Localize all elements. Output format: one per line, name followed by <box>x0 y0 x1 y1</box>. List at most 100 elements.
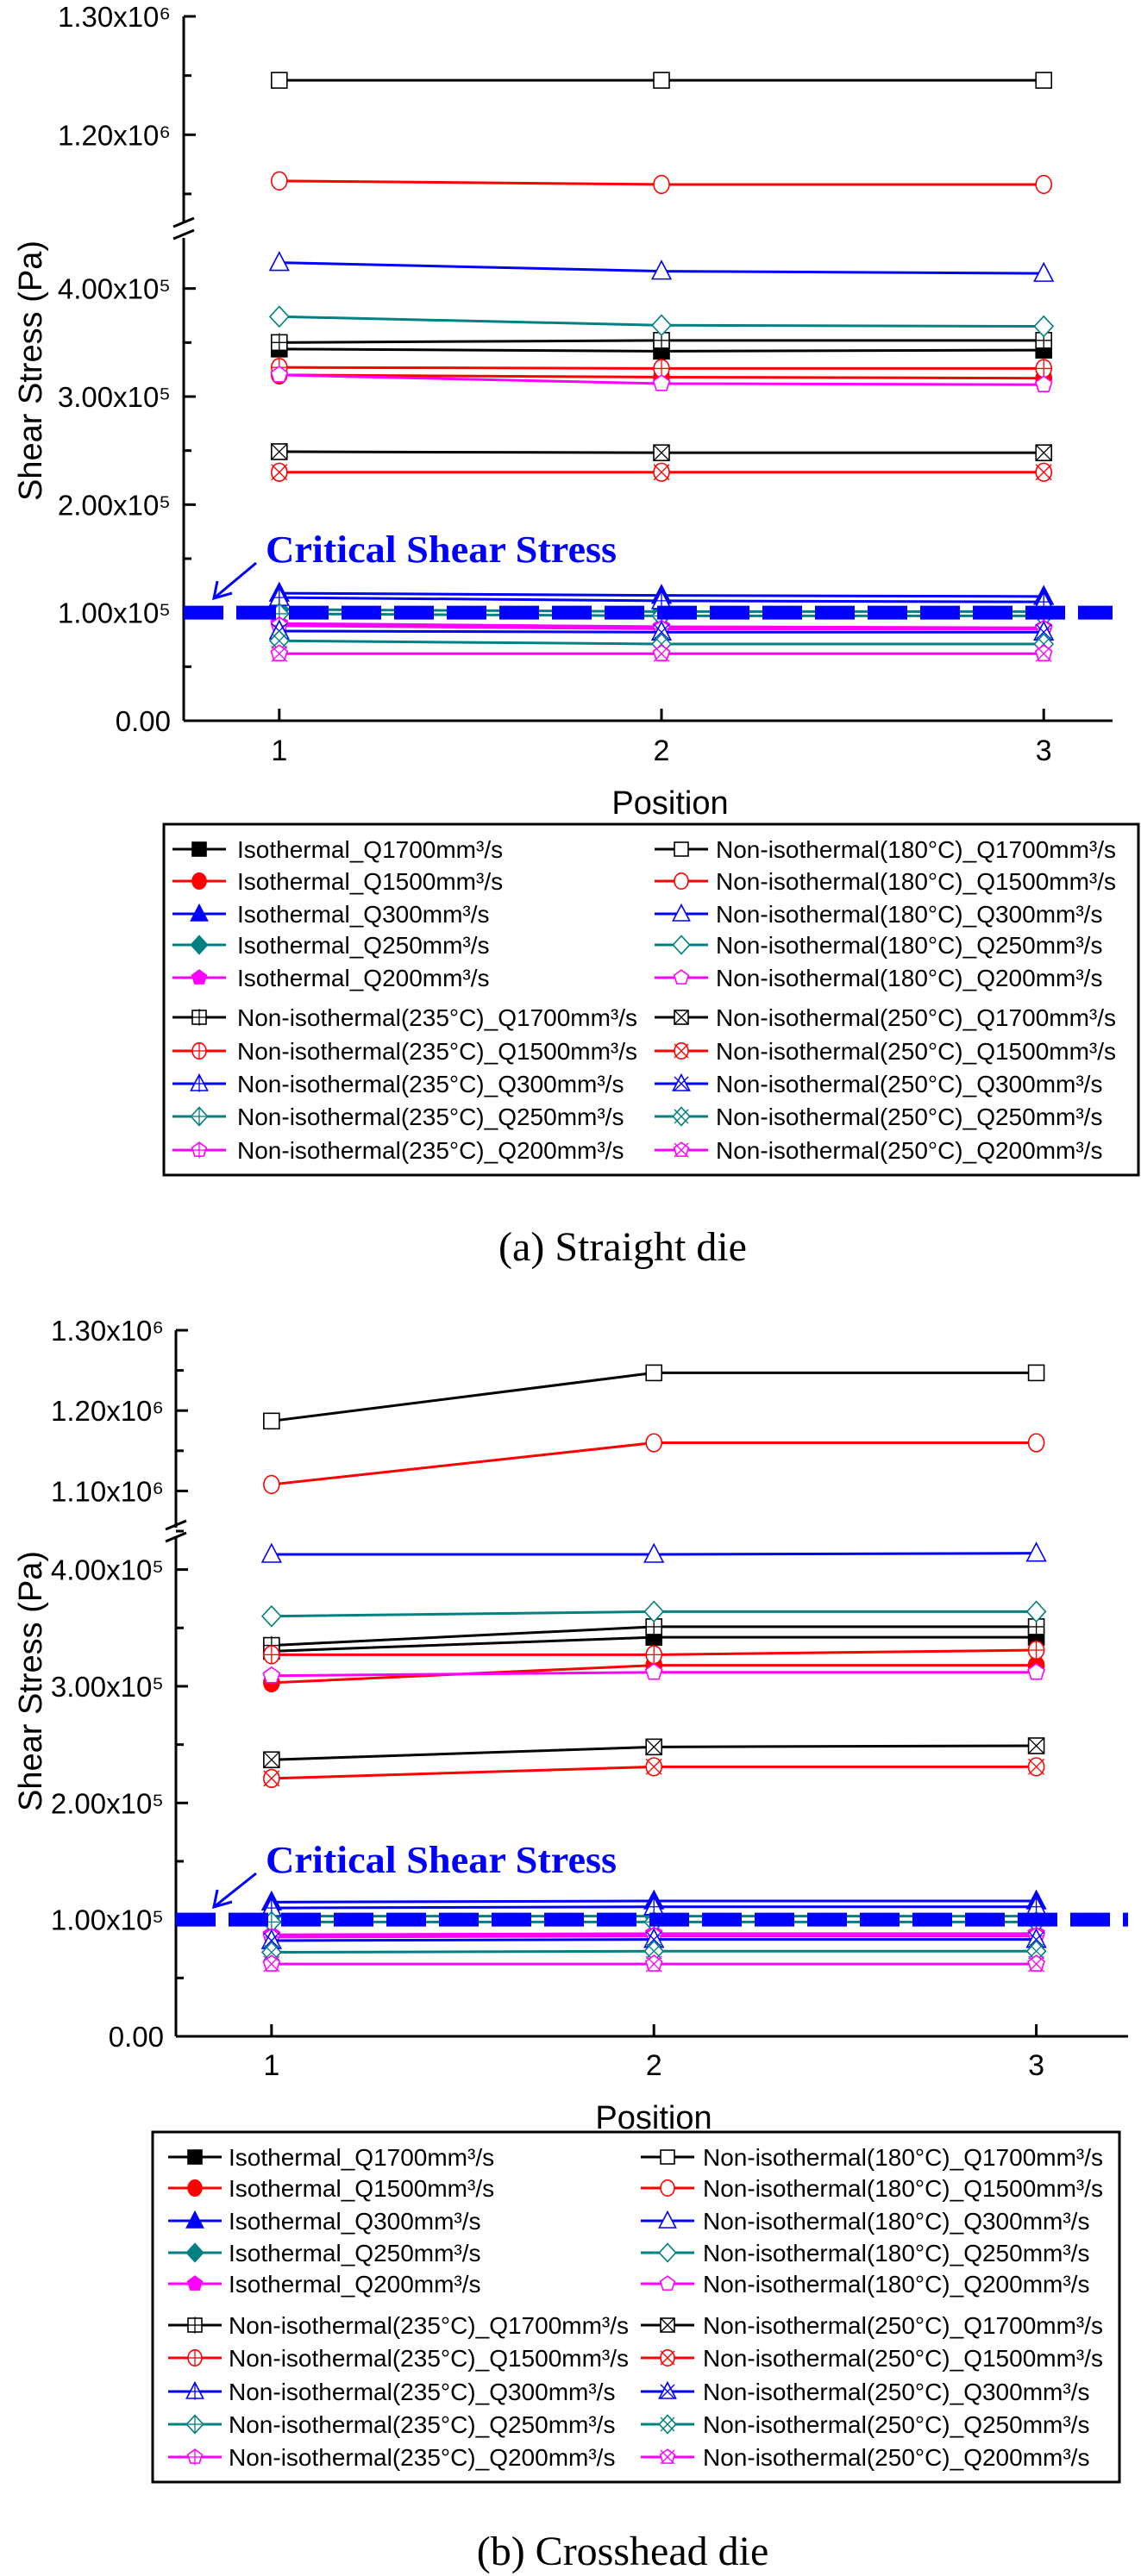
figure-caption: (b) Crosshead die <box>477 2529 769 2574</box>
series <box>263 1640 1045 1665</box>
marker-x-b <box>674 1043 689 1059</box>
data-point <box>653 462 670 482</box>
x-axis-label: Position <box>611 785 728 822</box>
legend-item: Isothermal_Q1700mm³/s <box>168 2144 494 2171</box>
legend: Isothermal_Q1700mm³/s Isothermal_Q1500mm³… <box>151 2130 1121 2484</box>
data-point <box>271 443 288 460</box>
legend-item: Isothermal_Q250mm³/s <box>168 2240 481 2267</box>
legend-item: Non-isothermal(180°C)_Q1500mm³/s <box>641 2175 1103 2202</box>
data-point <box>271 171 288 191</box>
legend-item: Non-isothermal(180°C)_Q1700mm³/s <box>641 2144 1103 2171</box>
legend-label: Non-isothermal(180°C)_Q200mm³/s <box>703 2271 1089 2298</box>
legend-item: Non-isothermal(250°C)_Q300mm³/s <box>641 2379 1089 2405</box>
marker-triangle <box>268 251 290 272</box>
legend-item: Non-isothermal(250°C)_Q300mm³/s <box>655 1071 1102 1097</box>
y-tick-label: 0.00 <box>109 2021 164 2053</box>
marker-x-b <box>271 464 288 481</box>
legend-label: Isothermal_Q200mm³/s <box>229 2271 481 2298</box>
marker-x-b <box>1028 1955 1045 1973</box>
marker-square <box>187 2149 203 2165</box>
series <box>268 305 1055 338</box>
data-point <box>270 644 289 662</box>
data-point <box>1025 1541 1047 1562</box>
legend-item: Isothermal_Q1500mm³/s <box>168 2175 494 2202</box>
marker-x-b <box>271 645 288 662</box>
data-point <box>1034 644 1053 662</box>
data-point <box>645 1645 663 1665</box>
data-point <box>645 1364 663 1382</box>
data-point <box>268 251 290 272</box>
marker-x-b <box>263 1944 280 1961</box>
data-point <box>263 1412 280 1430</box>
y-tick-label: 2.00x10⁵ <box>51 1787 164 1819</box>
marker-x-b <box>660 2317 675 2333</box>
marker-x-b <box>271 632 288 649</box>
marker-pentagon <box>270 366 289 383</box>
legend-label: Isothermal_Q1500mm³/s <box>237 868 503 895</box>
marker-diamond <box>1033 315 1055 338</box>
marker-circle <box>263 1474 280 1495</box>
legend-item: Non-isothermal(235°C)_Q300mm³/s <box>172 1071 624 1097</box>
marker-x-b <box>660 2384 675 2399</box>
legend-item: Non-isothermal(250°C)_Q200mm³/s <box>655 1137 1102 1164</box>
marker-square <box>191 841 207 857</box>
legend-item: Non-isothermal(235°C)_Q1500mm³/s <box>168 2345 629 2372</box>
legend-label: Isothermal_Q250mm³/s <box>237 932 490 959</box>
legend-item: Non-isothermal(235°C)_Q300mm³/s <box>168 2379 615 2405</box>
series <box>260 1940 1047 1964</box>
y-tick-label: 1.20x10⁶ <box>58 119 171 151</box>
legend-box <box>162 822 1140 1177</box>
legend-item: Isothermal_Q200mm³/s <box>168 2271 481 2298</box>
marker-x-b <box>1028 1942 1045 1960</box>
legend-label: Isothermal_Q1700mm³/s <box>229 2144 494 2171</box>
data-point <box>653 174 670 195</box>
legend-item: Non-isothermal(250°C)_Q1500mm³/s <box>655 1038 1116 1065</box>
marker-circle <box>645 1433 663 1453</box>
chart-straight-die: 1.30x10⁶ 1.20x10⁶ 4.00x10⁵ 3.00x10⁵ 2.00x10⁵… <box>13 1 1140 1270</box>
arrow-head-icon <box>212 1889 233 1910</box>
critical-shear-stress-label: Critical Shear Stress <box>266 528 617 571</box>
marker-triangle <box>185 2210 204 2229</box>
legend-item: Non-isothermal(250°C)_Q250mm³/s <box>641 2411 1089 2438</box>
legend: Isothermal_Q1700mm³/s Isothermal_Q1500mm³… <box>162 822 1140 1177</box>
axis-break-mark <box>165 1531 187 1543</box>
legend-item: Non-isothermal(235°C)_Q200mm³/s <box>172 1137 624 1164</box>
legend-item: Non-isothermal(250°C)_Q1500mm³/s <box>641 2345 1103 2372</box>
legend-label: Non-isothermal(250°C)_Q300mm³/s <box>716 1071 1102 1097</box>
legend-label: Isothermal_Q250mm³/s <box>229 2240 481 2267</box>
marker-x-b <box>271 443 288 460</box>
marker-pentagon <box>644 1662 663 1680</box>
legend-label: Non-isothermal(180°C)_Q250mm³/s <box>716 932 1102 959</box>
marker-triangle <box>260 1542 282 1563</box>
series <box>260 1600 1047 1628</box>
series <box>271 358 1053 378</box>
marker-diamond <box>268 305 290 328</box>
marker-circle <box>187 2179 203 2198</box>
legend-item: Non-isothermal(180°C)_Q200mm³/s <box>641 2271 1089 2298</box>
data-point <box>1027 1757 1045 1777</box>
legend-item: Non-isothermal(180°C)_Q250mm³/s <box>655 932 1102 959</box>
legend-label: Non-isothermal(250°C)_Q200mm³/s <box>703 2444 1089 2471</box>
series <box>268 251 1055 282</box>
data-point <box>651 314 672 337</box>
x-tick-label: 1 <box>271 735 287 767</box>
marker-circle <box>660 2179 675 2198</box>
legend-label: Non-isothermal(180°C)_Q1500mm³/s <box>703 2175 1103 2202</box>
data-point <box>653 444 670 461</box>
marker-x-b <box>645 1758 662 1775</box>
data-point <box>1027 1954 1045 1973</box>
marker-x-b <box>660 2350 675 2366</box>
legend-item: Isothermal_Q300mm³/s <box>172 901 490 928</box>
marker-square <box>674 841 689 857</box>
series <box>263 1737 1045 1769</box>
marker-square <box>653 72 670 89</box>
legend-item: Isothermal_Q1700mm³/s <box>172 836 503 863</box>
y-tick-label: 0.00 <box>116 705 171 737</box>
data-point <box>643 1600 665 1623</box>
annotation-arrow <box>213 561 257 600</box>
series <box>271 462 1053 482</box>
legend-item: Non-isothermal(250°C)_Q250mm³/s <box>655 1104 1102 1130</box>
marker-diamond <box>260 1604 282 1628</box>
legend-item: Non-isothermal(235°C)_Q250mm³/s <box>168 2411 615 2438</box>
marker-triangle <box>1033 261 1055 282</box>
